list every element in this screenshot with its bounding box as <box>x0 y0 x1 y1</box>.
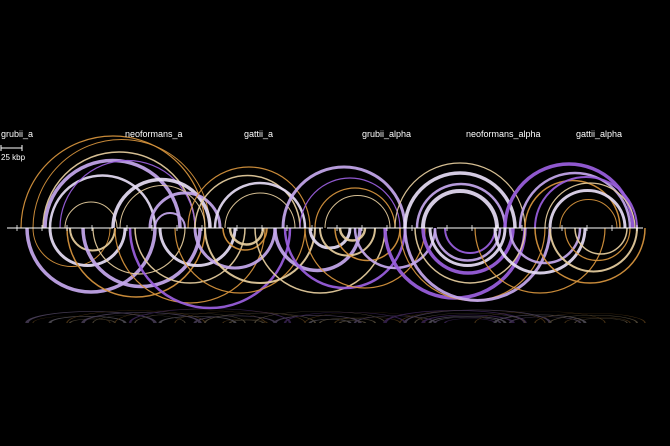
upper-arc-13 <box>213 181 307 229</box>
upper-arc-14 <box>224 192 296 229</box>
lower-arc-19 <box>304 227 426 289</box>
reflection-arc-7 <box>114 309 266 324</box>
upper-arc-1 <box>32 139 211 229</box>
lower-arc-11 <box>174 227 306 294</box>
upper-arc-17 <box>314 187 396 229</box>
genome-label-neoformans_alpha: neoformans_alpha <box>466 129 541 139</box>
reflection-arc-3 <box>66 310 206 324</box>
upper-arc-19 <box>394 162 526 229</box>
lower-arc-6 <box>92 227 186 275</box>
lower-arc-0 <box>25 227 157 294</box>
lower-arc-32 <box>444 227 496 254</box>
reflection-fade <box>0 318 670 348</box>
lower-arc-35 <box>508 227 582 265</box>
lower-arc-16 <box>254 227 386 294</box>
scale-bar-label: 25 kbp <box>1 153 26 162</box>
lower-arc-22 <box>334 227 401 262</box>
reflection-arc-8 <box>128 308 292 324</box>
lower-arc-1 <box>32 227 111 267</box>
upper-arc-3 <box>43 158 182 229</box>
lower-arc-5 <box>81 227 202 289</box>
upper-arc-11 <box>187 166 311 229</box>
upper-arc-28 <box>548 189 627 229</box>
lower-arc-12 <box>193 227 277 270</box>
scale-bar: 25 kbp <box>0 145 26 162</box>
genome-axis <box>7 225 643 231</box>
upper-arc-29 <box>559 199 618 229</box>
lower-arc-36 <box>534 227 646 284</box>
lower-arc-9 <box>134 227 246 284</box>
upper-arc-23 <box>503 162 635 229</box>
lower-arc-33 <box>474 227 606 294</box>
lower-arc-37 <box>549 227 638 273</box>
lower-arc-24 <box>353 227 437 270</box>
upper-arc-21 <box>415 182 507 229</box>
upper-arc-24 <box>518 171 632 229</box>
upper-arc-26 <box>534 176 638 229</box>
lower-arc-23 <box>338 227 367 242</box>
upper-arc-16 <box>299 177 401 229</box>
lower-arc-2 <box>48 227 127 267</box>
upper-arc-0 <box>20 135 206 229</box>
lower-arc-3 <box>66 227 206 298</box>
arcs-below <box>25 227 646 310</box>
genome-labels: grubii_a neoformans_a gattii_a grubii_alpha… <box>1 129 622 139</box>
upper-arc-25 <box>524 179 621 229</box>
lower-arc-15 <box>228 227 265 246</box>
upper-arc-22 <box>421 189 499 229</box>
lower-arc-39 <box>574 227 628 255</box>
lower-arc-29 <box>421 227 515 275</box>
lower-arc-27 <box>403 227 552 302</box>
lower-arc-17 <box>273 227 362 273</box>
genome-label-grubii_alpha: grubii_alpha <box>362 129 411 139</box>
lower-arc-4 <box>69 227 116 252</box>
lower-arc-18 <box>283 227 407 290</box>
reflection-arc-25 <box>383 310 527 324</box>
genome-label-gattii_a: gattii_a <box>244 129 273 139</box>
upper-arc-18 <box>324 195 391 229</box>
lower-arc-34 <box>493 227 587 275</box>
upper-arc-10 <box>154 212 186 229</box>
upper-arc-8 <box>119 185 206 229</box>
reflection-arc-27 <box>403 309 552 324</box>
upper-arc-12 <box>194 174 301 229</box>
genome-label-grubii_a: grubii_a <box>1 129 33 139</box>
upper-arc-7 <box>111 177 212 229</box>
upper-arc-5 <box>59 159 196 229</box>
reflection-arc-26 <box>399 309 546 324</box>
lower-arc-38 <box>564 227 631 262</box>
lower-arc-10 <box>158 227 237 267</box>
lower-arc-30 <box>428 227 507 267</box>
upper-arc-15 <box>281 165 407 229</box>
lower-arc-14 <box>222 227 268 251</box>
genome-label-gattii_alpha: gattii_alpha <box>576 129 622 139</box>
arcs-above <box>20 135 638 229</box>
lower-arc-8 <box>128 227 292 310</box>
upper-arc-4 <box>48 174 157 229</box>
upper-arc-27 <box>544 182 636 229</box>
lower-arc-21 <box>319 227 376 257</box>
genome-label-neoformans_a: neoformans_a <box>125 129 183 139</box>
